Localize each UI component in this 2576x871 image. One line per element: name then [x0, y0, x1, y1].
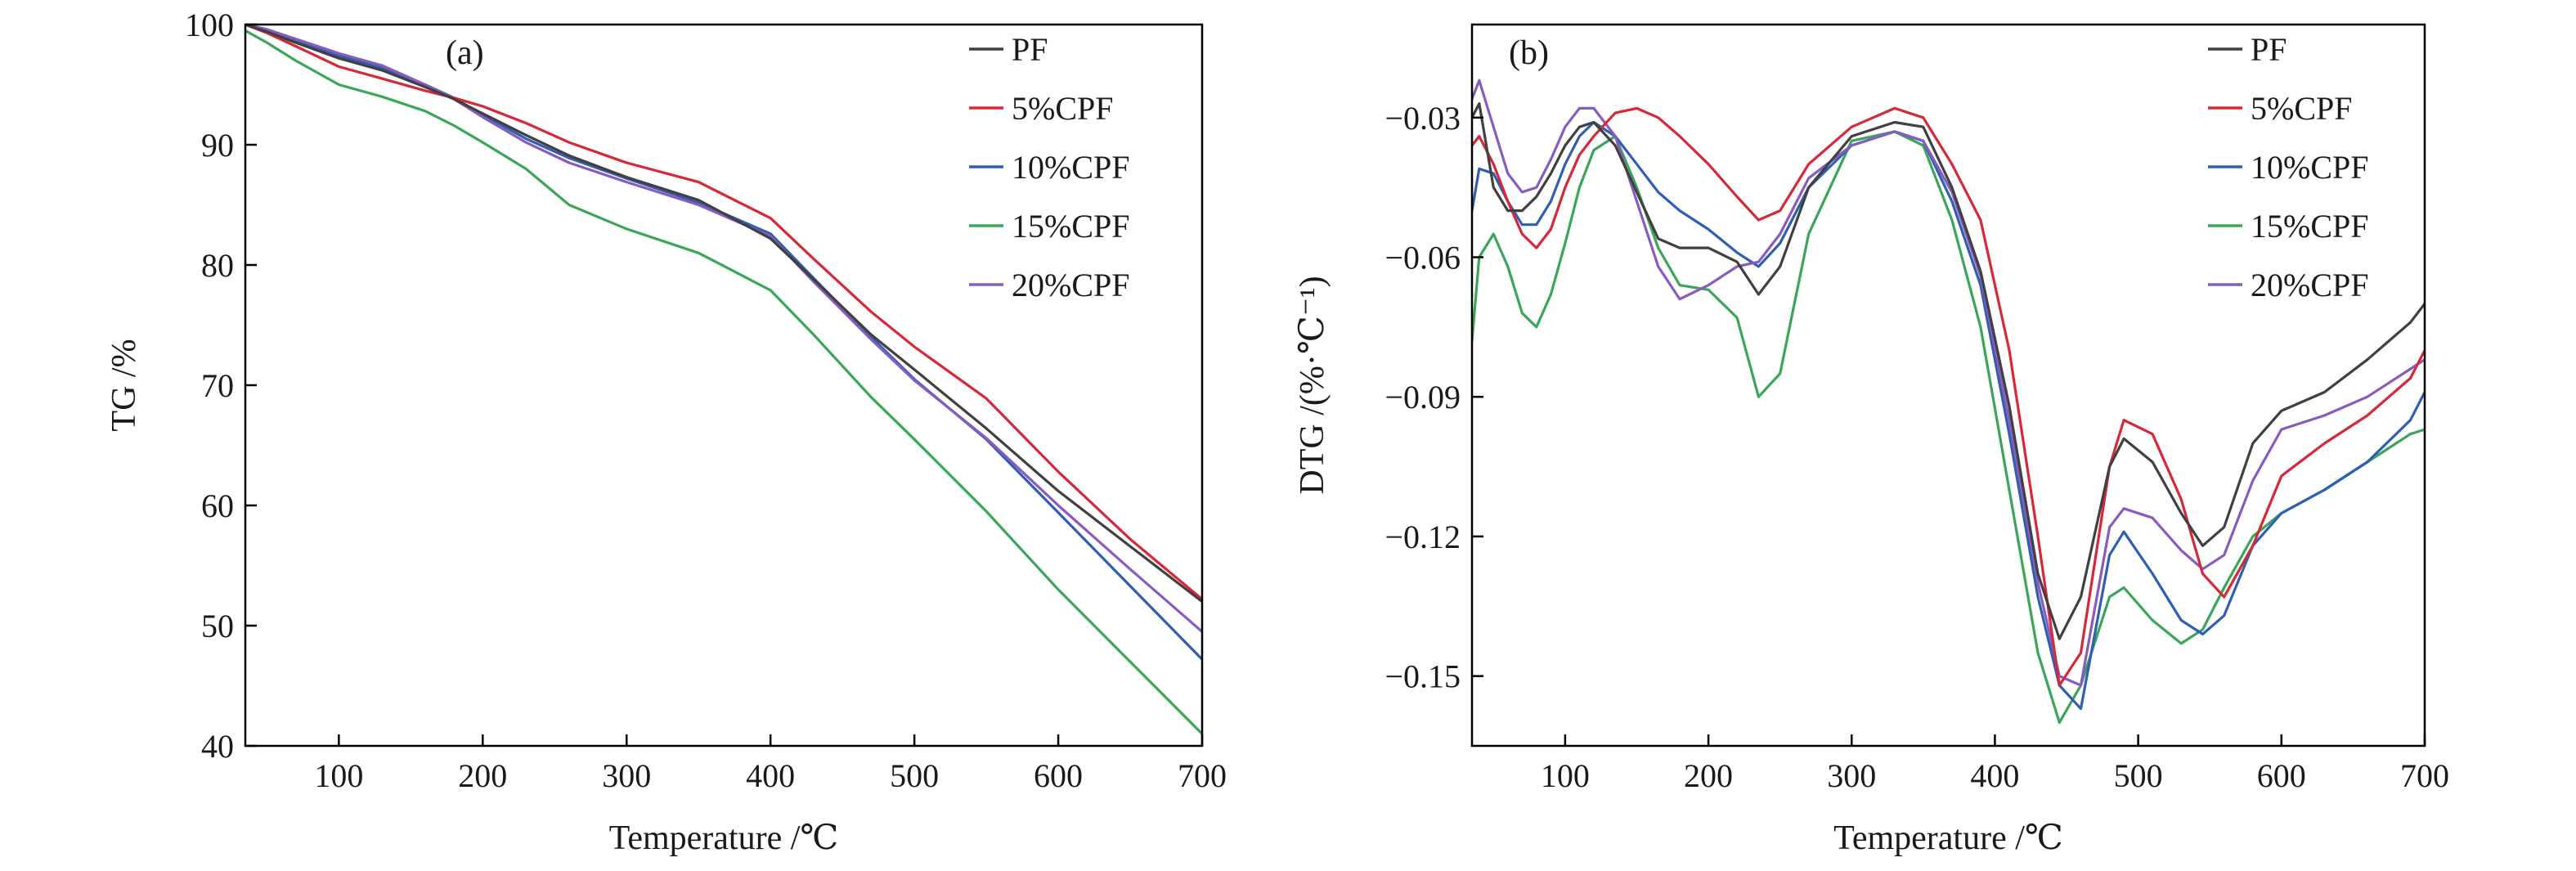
dtg-legend-label: PF	[2251, 31, 2287, 68]
dtg-x-axis-label: Temperature /℃	[1833, 819, 2063, 857]
dtg-y-axis-label: DTG /(%·℃⁻¹)	[1294, 276, 1331, 494]
tg-x-tick-label: 400	[746, 757, 795, 794]
tg-y-tick-label: 100	[185, 7, 234, 43]
tg-line-pf	[245, 25, 1202, 604]
tg-y-tick-label: 50	[201, 608, 234, 644]
tg-legend-label: 5%CPF	[1012, 90, 1114, 127]
dtg-line-20pct-cpf	[1472, 79, 2425, 687]
tg-line-20pct-cpf	[245, 25, 1202, 634]
tg-x-tick-label: 100	[314, 757, 363, 794]
dtg-legend-label: 10%CPF	[2251, 149, 2369, 186]
tg-series-lines	[245, 25, 1202, 735]
dtg-y-tick-label: −0.15	[1384, 658, 1461, 695]
dtg-y-tick-label: −0.09	[1384, 379, 1461, 415]
dtg-series-lines	[1472, 79, 2425, 725]
dtg-legend-label: 15%CPF	[2251, 208, 2369, 245]
dtg-x-tick-label: 100	[1541, 757, 1590, 794]
dtg-legend-label: 5%CPF	[2251, 90, 2353, 127]
dtg-line-pf	[1472, 102, 2425, 640]
dtg-x-tick-label: 300	[1827, 757, 1876, 794]
dtg-line-5pct-cpf	[1472, 106, 2425, 687]
tg-x-tick-label: 600	[1034, 757, 1083, 794]
dtg-legend: PF 5%CPF 10%CPF 15%CPF 20%CPF	[2208, 31, 2369, 303]
tg-panel-label: (a)	[446, 34, 484, 72]
dtg-y-tick-label: −0.12	[1384, 519, 1461, 555]
tg-legend-label: PF	[1012, 31, 1048, 68]
tg-legend-label: 10%CPF	[1012, 149, 1130, 186]
tg-y-tick-label: 80	[201, 247, 234, 284]
tg-x-tick-label: 700	[1178, 757, 1227, 794]
dtg-line-15pct-cpf	[1472, 130, 2425, 725]
dtg-y-tick-label: −0.03	[1384, 100, 1461, 137]
tg-x-tick-label: 200	[458, 757, 507, 794]
tg-y-tick-label: 40	[201, 728, 234, 765]
dtg-x-tick-label: 700	[2400, 757, 2449, 794]
dtg-panel-label: (b)	[1509, 34, 1549, 72]
tg-x-tick-label: 500	[890, 757, 939, 794]
tg-x-axis-label: Temperature /℃	[609, 819, 839, 857]
dtg-x-tick-label: 200	[1684, 757, 1733, 794]
tg-x-tick-label: 300	[602, 757, 651, 794]
dtg-plot-frame	[1470, 23, 2426, 748]
dtg-y-tick-label: −0.06	[1384, 240, 1461, 276]
tg-legend-label: 15%CPF	[1012, 208, 1130, 245]
tg-line-5pct-cpf	[245, 25, 1202, 601]
dtg-x-tick-label: 600	[2257, 757, 2306, 794]
panel-a-chart: 100 200 300 400 500 600 700 40 50 60 70 80 90 100 Temp…	[105, 7, 1227, 857]
tg-plot-frame	[244, 23, 1204, 748]
tg-y-tick-label: 60	[201, 487, 234, 524]
tg-y-tick-label: 70	[201, 367, 234, 404]
tg-legend: PF 5%CPF 10%CPF 15%CPF 20%CPF	[969, 31, 1130, 303]
tg-y-axis-label: TG /%	[105, 339, 143, 431]
dtg-x-tick-label: 400	[1970, 757, 2019, 794]
panel-b-chart: 100 200 300 400 500 600 700 −0.03 −0.06 −0.09 −0.1…	[1294, 23, 2449, 857]
tg-legend-label: 20%CPF	[1012, 267, 1130, 303]
dtg-x-tick-label: 500	[2114, 757, 2163, 794]
tg-line-15pct-cpf	[245, 29, 1202, 735]
dtg-legend-label: 20%CPF	[2251, 267, 2369, 303]
tg-y-tick-label: 90	[201, 127, 234, 164]
